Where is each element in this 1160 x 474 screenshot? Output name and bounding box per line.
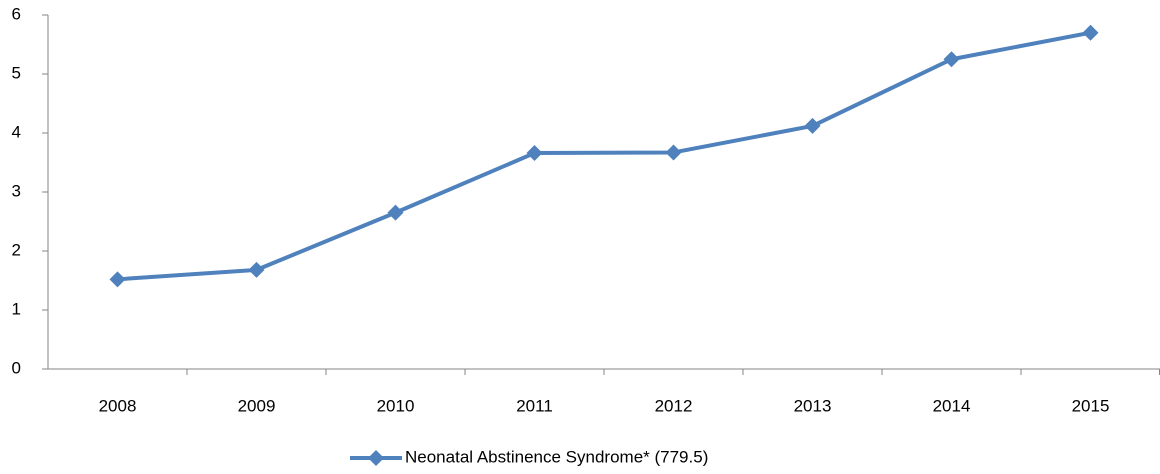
data-point: [804, 117, 821, 134]
data-point: [665, 144, 682, 161]
y-tick-label: 0: [12, 358, 21, 377]
data-point: [109, 271, 126, 288]
y-tick-label: 2: [12, 240, 21, 259]
x-tick-label: 2014: [933, 396, 971, 415]
x-tick-label: 2008: [99, 396, 137, 415]
data-point: [526, 145, 543, 162]
data-point: [248, 261, 265, 278]
data-point: [943, 51, 960, 68]
data-point: [387, 204, 404, 221]
x-tick-label: 2010: [377, 396, 415, 415]
data-point: [1082, 24, 1099, 41]
y-tick-label: 4: [12, 122, 21, 141]
y-tick-label: 5: [12, 63, 21, 82]
x-tick-label: 2012: [655, 396, 693, 415]
x-tick-label: 2009: [238, 396, 276, 415]
y-tick-label: 3: [12, 181, 21, 200]
x-tick-label: 2013: [794, 396, 832, 415]
legend-label: Neonatal Abstinence Syndrome* (779.5): [405, 447, 708, 466]
y-tick-label: 6: [12, 4, 21, 23]
x-tick-label: 2011: [516, 396, 553, 415]
y-tick-label: 1: [12, 299, 21, 318]
legend-marker: [368, 450, 384, 466]
x-tick-label: 2015: [1072, 396, 1110, 415]
series-line: [117, 30, 1091, 282]
